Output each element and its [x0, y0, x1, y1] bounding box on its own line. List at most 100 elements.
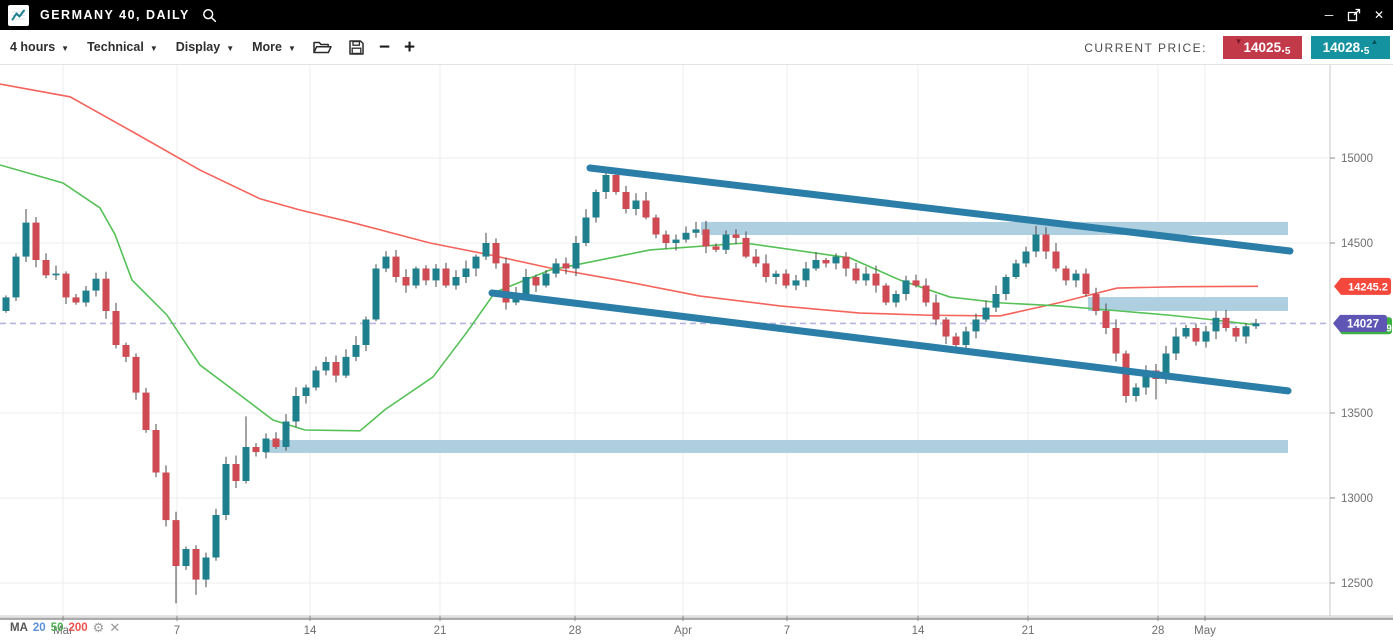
candle-body [642, 200, 650, 218]
x-axis-label: 28 [1152, 625, 1165, 637]
save-icon[interactable] [348, 39, 365, 56]
ma-period-20[interactable]: 20 [32, 621, 46, 634]
candle-body [362, 319, 370, 345]
candle-body [772, 273, 780, 277]
candle-body [1012, 263, 1020, 277]
close-button[interactable]: ✕ [1373, 8, 1385, 22]
candle-body [32, 222, 40, 260]
candle-body [782, 273, 790, 286]
candle-body [432, 268, 440, 281]
candle-body [102, 278, 110, 311]
candle-body [1222, 317, 1230, 328]
sell-price-decimal: 5 [1284, 46, 1291, 57]
candle-body [172, 520, 180, 566]
candle-body [342, 356, 350, 376]
popout-button[interactable] [1346, 7, 1362, 23]
candle-body [712, 246, 720, 250]
buy-price-decimal: 5 [1363, 46, 1370, 57]
sell-price-value: 14025. [1243, 40, 1285, 55]
candle-body [452, 277, 460, 286]
candle-body [22, 222, 30, 257]
channel-lower-line [488, 289, 1292, 395]
candle-body [752, 256, 760, 264]
candle-body [62, 273, 70, 298]
zoom-in-button[interactable]: + [404, 36, 416, 58]
candle-body [582, 217, 590, 243]
candle-body [702, 229, 710, 247]
candle-body [272, 438, 280, 447]
candle-body [42, 260, 50, 276]
sell-price-button[interactable]: ▼ 14025. 5 [1223, 36, 1302, 59]
candle-body [932, 302, 940, 320]
candle-body [1252, 323, 1260, 327]
timeframe-dropdown[interactable]: 4 hours ▼ [10, 40, 70, 54]
candlestick-chart-canvas[interactable]: 15000 14500 13500 13000 12500 Mar 7 14 21 28 Apr 7 1… [0, 65, 1393, 641]
candle-body [382, 256, 390, 269]
candle-body [132, 356, 140, 393]
candle-body [762, 263, 770, 277]
candle-body [482, 243, 490, 257]
window-controls: ─ ✕ [1321, 0, 1387, 30]
buy-price-value: 14028. [1322, 40, 1364, 55]
ma50-line [0, 164, 1257, 432]
candle-body [372, 268, 380, 320]
time-scrollbar [0, 617, 1393, 620]
buy-price-button[interactable]: 14028. 5 ▲ [1311, 36, 1390, 59]
candle-body [982, 307, 990, 320]
candle-body [952, 336, 960, 345]
candle-body [902, 280, 910, 294]
candle-body [1232, 328, 1240, 337]
candle-body [1082, 273, 1090, 294]
app-logo-chart-icon [8, 4, 29, 26]
price-tag-level: 14027 [1333, 314, 1387, 332]
y-axis-label: 14500 [1341, 238, 1373, 250]
chart-area[interactable]: 15000 14500 13500 13000 12500 Mar 7 14 21 28 Apr 7 1… [0, 65, 1393, 641]
candle-body [252, 447, 260, 453]
candle-body [922, 285, 930, 303]
technical-dropdown[interactable]: Technical ▼ [87, 40, 158, 54]
x-axis-label: May [1194, 625, 1216, 637]
candle-body [622, 192, 630, 209]
minimize-button[interactable]: ─ [1324, 8, 1334, 22]
candle-body [302, 387, 310, 396]
candle-body [872, 273, 880, 286]
candle-body [122, 345, 130, 357]
candle-body [632, 200, 640, 209]
candle-body [832, 256, 840, 264]
ma-period-50[interactable]: 50 [50, 621, 64, 634]
ma-settings-gear-icon[interactable]: ⚙ [92, 620, 105, 635]
open-folder-icon[interactable] [312, 39, 332, 56]
candle-body [1032, 234, 1040, 252]
zone-rect [701, 221, 1288, 236]
ma-legend-label: MA [10, 621, 28, 634]
candle-body [742, 237, 750, 257]
ma-period-200[interactable]: 200 [68, 621, 88, 634]
candle-body [1062, 268, 1070, 281]
candle-body [402, 277, 410, 286]
candle-body [142, 392, 150, 430]
more-dropdown[interactable]: More ▼ [252, 40, 296, 54]
arrow-up-icon: ▲ [1370, 37, 1379, 46]
candle-body [222, 464, 230, 515]
zoom-out-button[interactable]: − [378, 36, 391, 58]
ma-remove-icon[interactable]: ✕ [109, 620, 121, 635]
candle-body [1212, 317, 1220, 332]
candle-body [1102, 311, 1110, 328]
x-axis-label: 14 [912, 625, 925, 637]
candle-body [892, 294, 900, 303]
display-dropdown[interactable]: Display ▼ [175, 40, 235, 54]
candle-body [552, 263, 560, 274]
candle-body [52, 273, 60, 276]
search-icon[interactable] [202, 8, 217, 23]
x-axis-labels: Mar 7 14 21 28 Apr 7 14 21 28 May [53, 616, 1216, 637]
candle-body [1002, 277, 1010, 294]
zone-rect [1088, 297, 1288, 311]
candle-body [1122, 353, 1130, 396]
candle-body [852, 268, 860, 281]
candle-body [82, 290, 90, 303]
candle-body [1092, 294, 1100, 311]
candle-body [72, 297, 80, 303]
candle-body [542, 273, 550, 286]
candle-body [492, 243, 500, 264]
